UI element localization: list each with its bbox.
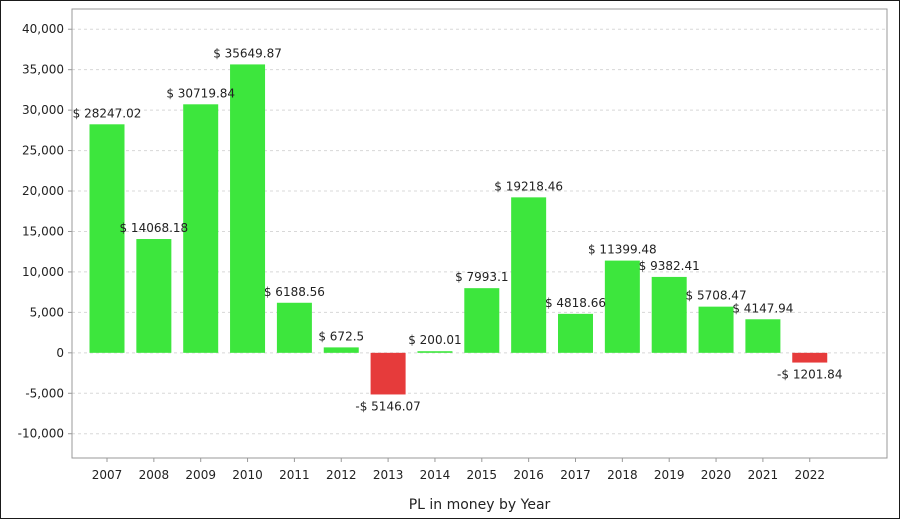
y-tick-label: 30,000 bbox=[22, 103, 64, 117]
bar-2022 bbox=[792, 352, 828, 363]
bar-2013 bbox=[370, 352, 406, 395]
x-tick-label: 2012 bbox=[326, 468, 357, 482]
y-tick-label: 35,000 bbox=[22, 63, 64, 77]
x-tick-label: 2019 bbox=[654, 468, 685, 482]
data-label-2011: $ 6188.56 bbox=[264, 285, 325, 299]
data-label-2019: $ 9382.41 bbox=[639, 259, 700, 273]
data-label-2010: $ 35649.87 bbox=[213, 46, 282, 60]
bar-2010 bbox=[230, 64, 266, 353]
data-label-2016: $ 19218.46 bbox=[494, 179, 563, 193]
data-label-2021: $ 4147.94 bbox=[732, 301, 793, 315]
x-tick-label: 2020 bbox=[701, 468, 732, 482]
bar-2012 bbox=[323, 347, 359, 353]
data-label-2015: $ 7993.1 bbox=[455, 270, 508, 284]
x-tick-label: 2018 bbox=[607, 468, 638, 482]
bar-2007 bbox=[89, 124, 125, 353]
data-label-2013: -$ 5146.07 bbox=[355, 399, 420, 413]
data-label-2022: -$ 1201.84 bbox=[777, 368, 842, 382]
y-tick-label: 25,000 bbox=[22, 144, 64, 158]
bar-2011 bbox=[276, 302, 312, 353]
data-label-2017: $ 4818.66 bbox=[545, 296, 606, 310]
data-label-2007: $ 28247.02 bbox=[73, 106, 142, 120]
bar-2016 bbox=[511, 197, 547, 353]
y-tick-label: 20,000 bbox=[22, 184, 64, 198]
data-label-2018: $ 11399.48 bbox=[588, 243, 657, 257]
data-label-2012: $ 672.5 bbox=[318, 329, 364, 343]
data-labels: $ 28247.02 $ 14068.18 $ 30719.84 $ 35649.87… bbox=[73, 46, 843, 413]
x-tick-label: 2011 bbox=[279, 468, 310, 482]
plot-area-border bbox=[71, 8, 888, 459]
bar-2015 bbox=[464, 288, 500, 353]
y-tick-label: 10,000 bbox=[22, 265, 64, 279]
data-label-2020: $ 5708.47 bbox=[686, 289, 747, 303]
x-tick-label: 2015 bbox=[467, 468, 498, 482]
x-tick-label: 2016 bbox=[513, 468, 544, 482]
x-tick-label: 2009 bbox=[185, 468, 216, 482]
bar-2018 bbox=[604, 260, 640, 353]
y-tick-label: 15,000 bbox=[22, 224, 64, 238]
x-tick-label: 2021 bbox=[748, 468, 779, 482]
y-axis: -10,000 -5,000 0 5,000 10,000 15,000 20,000 25,… bbox=[18, 22, 72, 441]
y-tick-label: 5,000 bbox=[30, 305, 64, 319]
x-tick-label: 2010 bbox=[232, 468, 263, 482]
y-tick-label: -5,000 bbox=[25, 386, 64, 400]
y-tick-label: 40,000 bbox=[22, 22, 64, 36]
x-tick-label: 2013 bbox=[373, 468, 404, 482]
x-tick-label: 2007 bbox=[92, 468, 123, 482]
x-axis-title: PL in money by Year bbox=[409, 497, 551, 513]
x-axis: 2007 2008 2009 2010 2011 2012 2013 2014 2015 2016… bbox=[92, 458, 825, 482]
y-tick-label: -10,000 bbox=[18, 427, 64, 441]
bar-2008 bbox=[136, 239, 172, 353]
data-label-2009: $ 30719.84 bbox=[166, 86, 235, 100]
bar-2014 bbox=[417, 351, 453, 353]
x-tick-label: 2022 bbox=[794, 468, 825, 482]
bar-2009 bbox=[183, 104, 219, 353]
data-label-2014: $ 200.01 bbox=[408, 333, 461, 347]
bar-2017 bbox=[558, 313, 593, 353]
x-tick-label: 2008 bbox=[139, 468, 170, 482]
bar-2020 bbox=[698, 306, 734, 353]
bar-2021 bbox=[745, 319, 781, 353]
data-label-2008: $ 14068.18 bbox=[119, 221, 188, 235]
x-tick-label: 2017 bbox=[560, 468, 591, 482]
y-tick-label: 0 bbox=[56, 346, 64, 360]
bars bbox=[89, 64, 828, 395]
x-tick-label: 2014 bbox=[420, 468, 451, 482]
bar-2019 bbox=[651, 276, 687, 353]
